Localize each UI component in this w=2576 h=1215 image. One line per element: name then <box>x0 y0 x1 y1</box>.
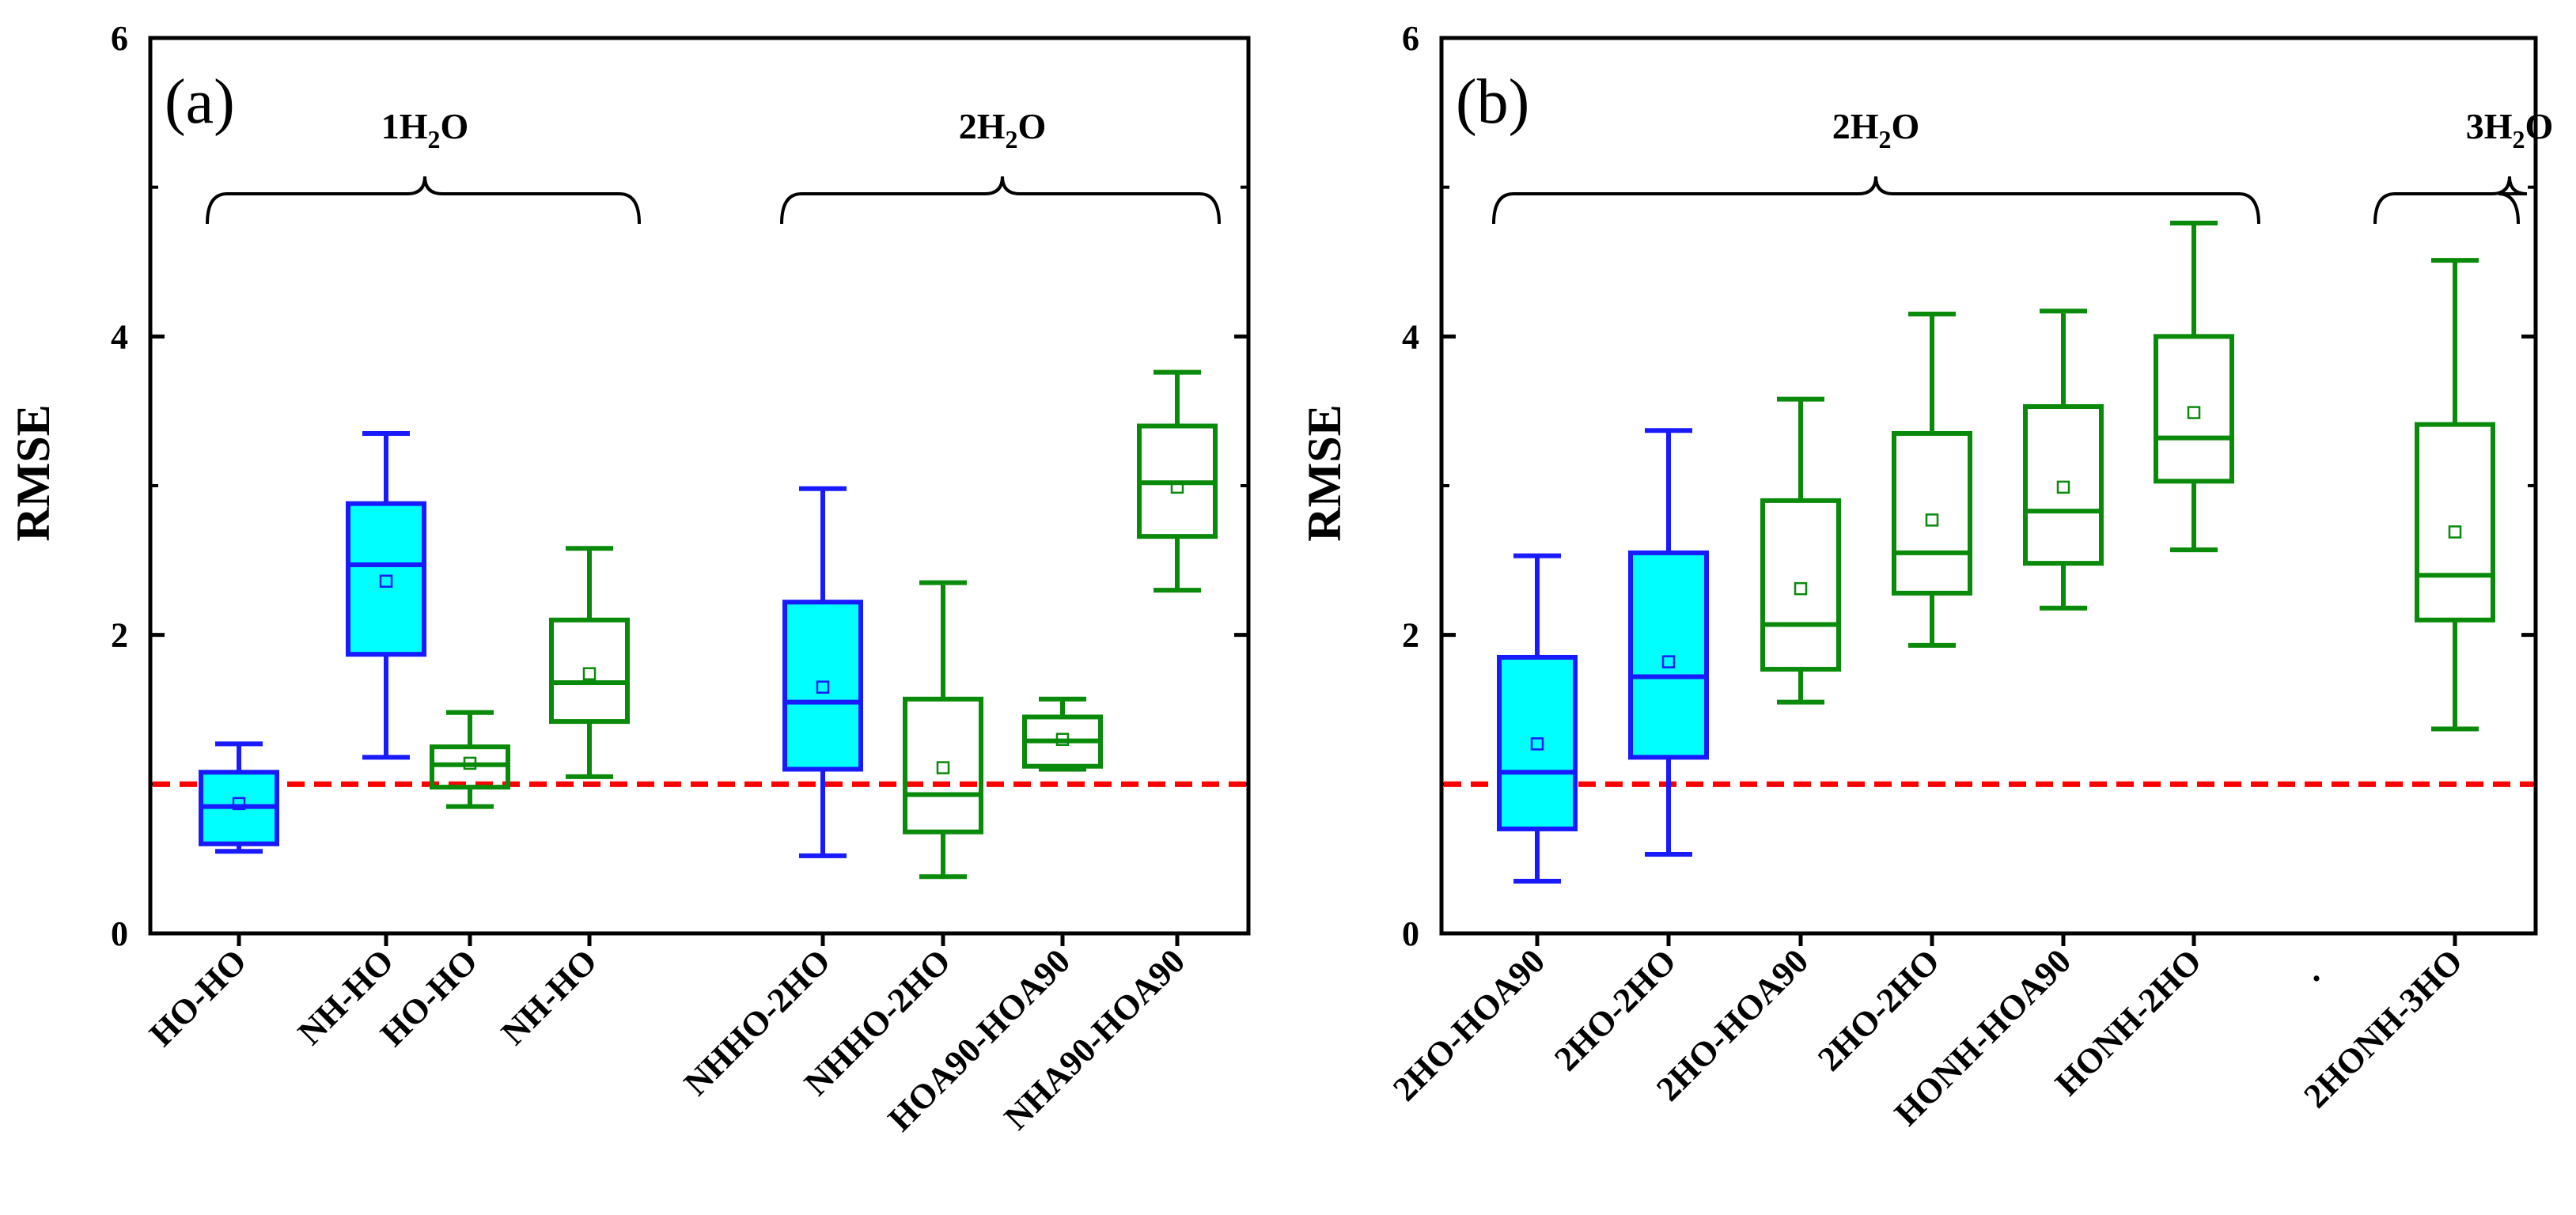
box-NH-HO <box>549 546 630 779</box>
iqr-box <box>1760 498 1841 672</box>
box-2HO-2HO <box>1892 312 1972 648</box>
mean-marker <box>1530 737 1544 751</box>
iqr-box <box>1628 550 1709 760</box>
group-bracket <box>206 176 641 225</box>
box-2HO-HOA90 <box>1760 396 1841 705</box>
group-bracket <box>2373 176 2528 225</box>
group-bracket <box>780 176 1221 225</box>
mean-marker <box>232 797 246 811</box>
x-tick-label: 2HO-HOA90 <box>1385 941 1552 1108</box>
iqr-box <box>346 501 426 657</box>
mean-marker <box>582 667 597 680</box>
group-label-subscript: 2 <box>1879 125 1892 153</box>
group-label-subscript: 2 <box>1006 125 1018 153</box>
iqr-box <box>782 600 863 772</box>
mean-marker <box>463 756 477 770</box>
mean-marker <box>1794 581 1808 596</box>
mean-marker <box>1055 732 1070 746</box>
box-NHA90-HOA90 <box>1137 369 1218 593</box>
box-NHHO-2HO <box>903 580 983 880</box>
group-label-end: O <box>1892 106 1920 146</box>
y-tick-label: 2 <box>111 616 128 655</box>
y-tick-label: 6 <box>111 19 128 58</box>
y-tick-label: 6 <box>1402 19 1419 58</box>
box-HONH-HOA90 <box>2023 308 2104 611</box>
x-tick-label: 2HO-2HO <box>1547 941 1684 1078</box>
x-tick-label: NH-HO <box>494 941 604 1052</box>
group-label-subscript: 2 <box>2513 125 2525 153</box>
mean-marker <box>1925 513 1939 527</box>
box-HO-HO <box>199 741 279 854</box>
iqr-box <box>1497 654 1578 831</box>
x-tick-label: . <box>2313 950 2321 989</box>
y-tick-label: 4 <box>111 317 128 356</box>
iqr-box <box>1892 430 1972 596</box>
box-2HONH-3HO <box>2415 258 2495 732</box>
mean-marker <box>816 680 830 694</box>
mean-marker <box>1661 655 1676 668</box>
group-label-end: O <box>2525 106 2554 146</box>
box-2HO-2HO <box>1628 428 1709 857</box>
y-axis-title: RMSE <box>1298 404 1351 541</box>
group-label: 3H2O <box>2466 106 2554 153</box>
group-label-end: O <box>1018 106 1047 146</box>
plot-frame <box>1439 36 2538 936</box>
group-label-main: 2H <box>959 106 1006 146</box>
group-label-end: O <box>441 106 469 146</box>
x-tick-label: 2HONH-3HO <box>2296 941 2470 1115</box>
plot-frame <box>148 36 1251 936</box>
x-tick-label: HO-HO <box>142 941 254 1054</box>
group-label-main: 3H <box>2466 106 2513 146</box>
iqr-box <box>549 617 630 725</box>
group-label: 2H2O <box>959 106 1047 153</box>
mean-marker <box>2448 525 2462 539</box>
mean-marker <box>1170 480 1184 494</box>
mean-marker <box>379 574 393 588</box>
y-tick-label: 4 <box>1402 317 1419 356</box>
iqr-box <box>2415 422 2495 623</box>
mean-marker <box>2056 480 2070 494</box>
box-HO-HO <box>430 710 510 809</box>
box-2HO-HOA90 <box>1497 553 1578 884</box>
group-label: 1H2O <box>381 106 469 153</box>
y-tick-label: 2 <box>1402 616 1419 655</box>
iqr-box <box>2023 404 2104 566</box>
box-NHHO-2HO <box>782 486 863 858</box>
y-tick-label: 0 <box>111 914 128 953</box>
group-label: 2H2O <box>1832 106 1920 153</box>
box-HONH-2HO <box>2154 220 2234 553</box>
iqr-box <box>903 696 983 835</box>
mean-marker <box>2187 406 2201 419</box>
mean-marker <box>936 761 950 774</box>
group-label-subscript: 2 <box>428 125 441 153</box>
y-tick-label: 0 <box>1402 914 1419 953</box>
x-tick-label: 2HO-2HO <box>1810 941 1947 1078</box>
box-NH-HO <box>346 430 426 760</box>
panel-label: (a) <box>165 67 235 137</box>
y-axis-title: RMSE <box>7 404 59 541</box>
box-HOA90-HOA90 <box>1022 696 1103 772</box>
group-label-main: 1H <box>381 106 428 146</box>
iqr-box <box>2154 334 2234 484</box>
group-bracket <box>1492 176 2260 225</box>
panel-label: (b) <box>1456 67 1529 137</box>
group-label-main: 2H <box>1832 106 1879 146</box>
